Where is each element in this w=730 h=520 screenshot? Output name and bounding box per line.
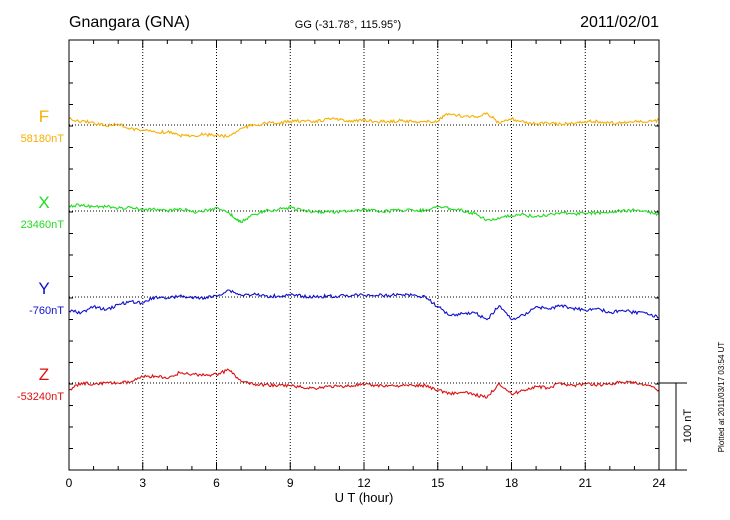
grid-layer	[69, 40, 659, 470]
trace-z	[68, 368, 660, 399]
station-title: Gnangara (GNA)	[69, 14, 190, 31]
component-letter-z: Z	[39, 365, 49, 384]
x-tick-label: 21	[579, 476, 593, 490]
component-labels: F 58180nT X 23460nT Y -760nT Z -53240nT	[17, 107, 64, 403]
component-letter-f: F	[39, 107, 49, 126]
plot-frame	[68, 39, 660, 471]
date-label: 2011/02/01	[580, 14, 659, 31]
scale-bar-label: 100 nT	[682, 409, 694, 444]
component-letter-y: Y	[38, 279, 49, 298]
x-tick-label: 24	[652, 476, 666, 490]
x-axis-ticks: 0 3 6 9 12 15 18 21 24	[66, 39, 666, 490]
trace-y	[68, 289, 660, 321]
x-tick-label: 0	[66, 476, 73, 490]
coordinates-label: GG (-31.78°, 115.95°)	[295, 19, 401, 31]
x-tick-label: 12	[357, 476, 371, 490]
x-axis-title: U T (hour)	[335, 490, 394, 505]
trace-x	[68, 203, 660, 223]
baseline-value-x: 23460nT	[21, 219, 65, 231]
component-letter-x: X	[38, 193, 49, 212]
baseline-value-f: 58180nT	[21, 133, 65, 145]
trace-layer	[68, 111, 660, 399]
scale-bar: 100 nT	[659, 382, 694, 471]
x-tick-label: 6	[213, 476, 220, 490]
baseline-value-y: -760nT	[29, 305, 64, 317]
baseline-value-z: -53240nT	[17, 391, 64, 403]
x-tick-label: 18	[505, 476, 519, 490]
trace-f	[68, 111, 660, 139]
x-tick-label: 15	[431, 476, 445, 490]
x-tick-label: 9	[287, 476, 294, 490]
x-tick-label: 3	[139, 476, 146, 490]
plotted-timestamp: Plotted at 2011/03/17 03:54 UT	[717, 342, 726, 453]
